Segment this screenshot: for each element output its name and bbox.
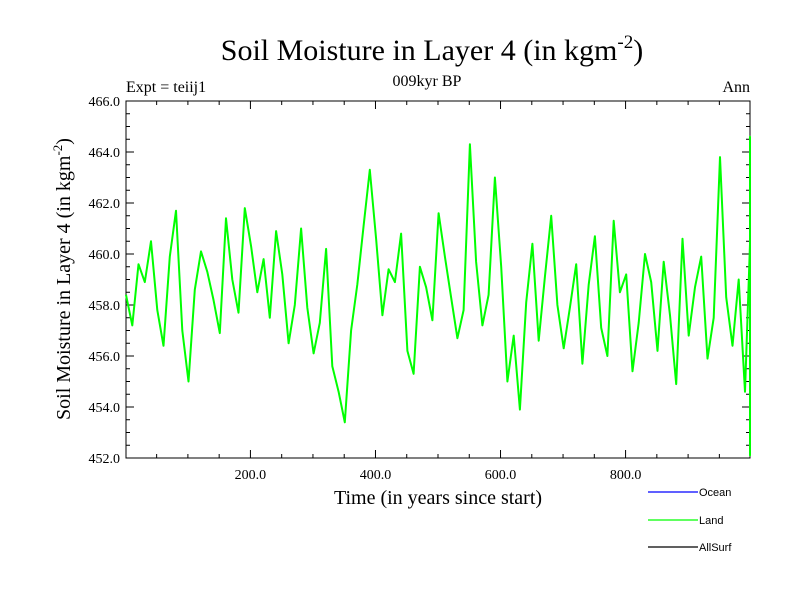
y-axis-label-main: Soil Moisture in Layer 4 (in kgm [53, 155, 75, 420]
legend-label-allsurf: AllSurf [699, 542, 732, 554]
y-axis-label-close: ) [53, 138, 75, 145]
experiment-label: Expt = teiij1 [126, 79, 206, 96]
y-tick-label: 454.0 [89, 401, 121, 416]
x-tick-label: 800.0 [610, 468, 642, 483]
legend-label-land: Land [699, 515, 723, 527]
y-tick-label: 466.0 [89, 95, 121, 110]
season-label: Ann [722, 79, 750, 96]
x-axis-label: Time (in years since start) [334, 487, 542, 509]
x-tick-label: 600.0 [485, 468, 517, 483]
plot-frame [125, 100, 751, 459]
chart-title-superscript: -2 [617, 32, 633, 53]
x-tick-label: 400.0 [360, 468, 392, 483]
y-axis-label: Soil Moisture in Layer 4 (in kgm-2) [50, 138, 75, 420]
x-tick-label: 200.0 [235, 468, 267, 483]
legend: Ocean Land AllSurf [648, 487, 732, 554]
series-line-land [125, 135, 751, 457]
series-layer [125, 135, 751, 457]
y-tick-label: 452.0 [89, 452, 121, 467]
chart-title-close: ) [633, 34, 643, 67]
chart-title: Soil Moisture in Layer 4 (in kgm-2) [221, 32, 643, 67]
y-tick-label: 458.0 [89, 299, 121, 314]
y-tick-label: 462.0 [89, 197, 121, 212]
y-tick-label: 456.0 [89, 350, 121, 365]
y-tick-label: 460.0 [89, 248, 121, 263]
y-tick-label: 464.0 [89, 146, 121, 161]
chart-subtitle: 009kyr BP [393, 73, 462, 90]
y-axis-label-superscript: -2 [50, 145, 65, 156]
axis-ticks: 452.0 454.0 456.0 458.0 460.0 462.0 464.0 466.0… [89, 95, 750, 483]
legend-label-ocean: Ocean [699, 487, 731, 499]
chart-title-main: Soil Moisture in Layer 4 (in kgm [221, 34, 618, 67]
